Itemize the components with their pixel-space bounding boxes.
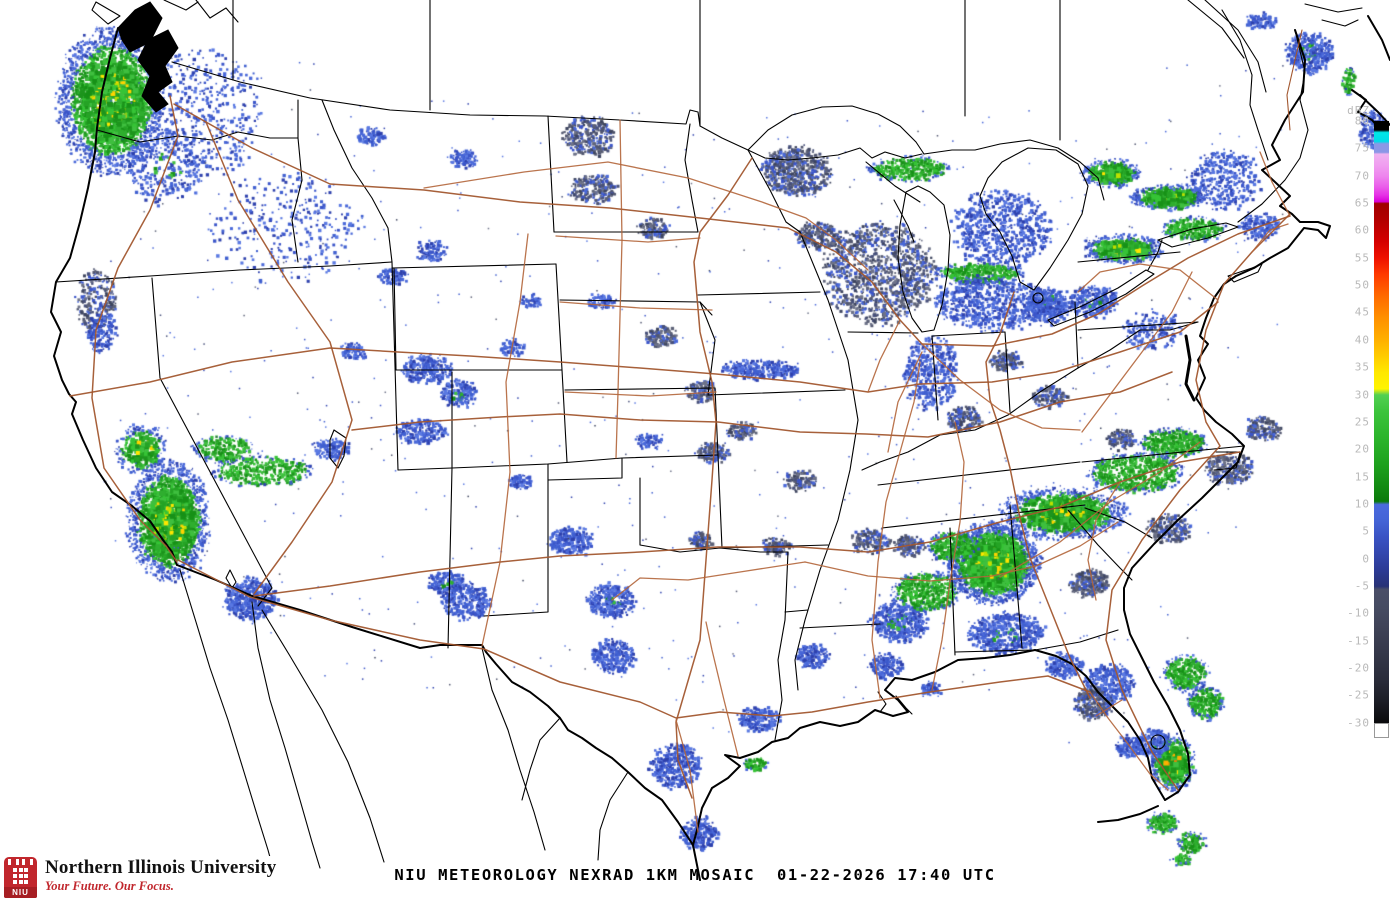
colorbar-tick-label: -25 — [1347, 688, 1370, 702]
niu-acronym: NIU — [4, 887, 37, 898]
colorbar-tick-label: 35 — [1354, 360, 1370, 374]
colorbar-tick-label: 40 — [1354, 333, 1370, 347]
colorbar-tick-label: 80 — [1354, 114, 1370, 128]
colorbar-tick-label: 65 — [1354, 196, 1370, 210]
colorbar-tick-label: 30 — [1354, 388, 1370, 401]
colorbar-tick-label: 45 — [1354, 305, 1370, 319]
colorbar-tick-label: 0 — [1362, 552, 1370, 566]
colorbar-tick-label: -15 — [1347, 634, 1370, 648]
niu-logo: NIU Northern Illinois University Your Fu… — [4, 856, 281, 899]
niu-tagline: Your Future. Our Focus. — [45, 879, 174, 893]
colorbar-tick-label: 55 — [1354, 251, 1370, 265]
colorbar-gradient — [1374, 121, 1389, 723]
colorbar-tick-label: -30 — [1347, 716, 1370, 730]
colorbar-tick-label: 15 — [1354, 470, 1370, 484]
colorbar-tick-label: 5 — [1362, 524, 1370, 538]
colorbar-tick-label: 75 — [1354, 141, 1370, 155]
colorbar-end-box — [1374, 723, 1389, 738]
niu-tower-icon: NIU — [4, 857, 37, 898]
colorbar-tick-label: 60 — [1354, 223, 1370, 237]
colorbar-tick-label: 70 — [1354, 169, 1370, 183]
niu-org-name: Northern Illinois University — [45, 857, 277, 878]
colorbar-tick-label: 50 — [1354, 278, 1370, 292]
colorbar-tick-label: 10 — [1354, 497, 1370, 511]
colorbar-tick-label: -5 — [1354, 579, 1370, 593]
colorbar-tick-label: 20 — [1354, 442, 1370, 456]
colorbar-tick-label: 25 — [1354, 415, 1370, 429]
colorbar-tick-label: -20 — [1347, 661, 1370, 675]
colorbar-tick-label: -10 — [1347, 606, 1370, 620]
